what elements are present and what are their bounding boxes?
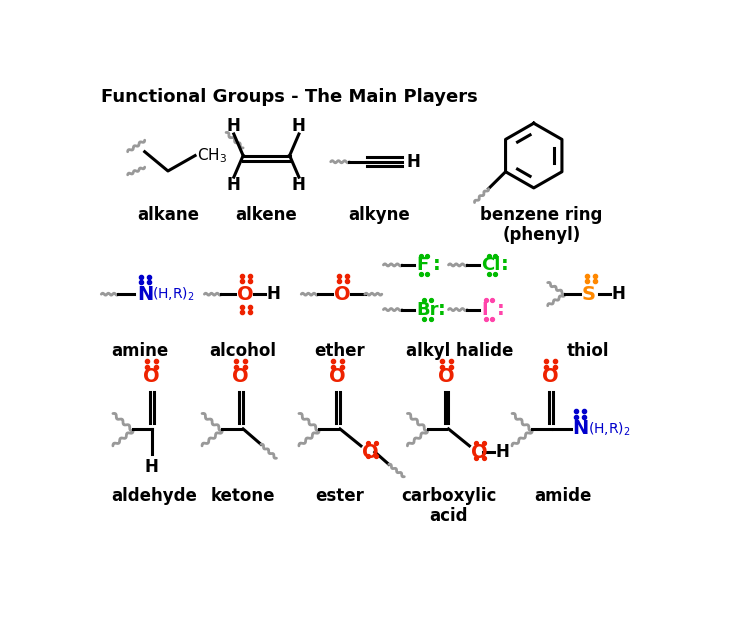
- Text: :: :: [433, 256, 441, 274]
- Text: H: H: [145, 458, 159, 476]
- Text: amide: amide: [534, 487, 592, 505]
- Text: H: H: [227, 176, 241, 194]
- Text: O: O: [362, 442, 379, 462]
- Text: ester: ester: [316, 487, 364, 505]
- Text: O: O: [144, 367, 160, 386]
- Text: O: O: [542, 367, 559, 386]
- Text: carboxylic
acid: carboxylic acid: [401, 487, 496, 526]
- Text: N: N: [137, 284, 153, 304]
- Text: O: O: [233, 367, 249, 386]
- Text: I: I: [481, 300, 488, 318]
- Text: alkyl halide: alkyl halide: [406, 342, 514, 360]
- Text: O: O: [471, 442, 487, 462]
- Text: S: S: [581, 284, 596, 304]
- Text: (H,R)$_2$: (H,R)$_2$: [152, 286, 195, 303]
- Text: :: :: [438, 300, 445, 319]
- Text: CH$_3$: CH$_3$: [197, 146, 227, 165]
- Text: H: H: [407, 153, 420, 171]
- Text: O: O: [334, 284, 350, 304]
- Text: F: F: [416, 256, 428, 274]
- Text: Br: Br: [416, 300, 439, 318]
- Text: (H,R)$_2$: (H,R)$_2$: [588, 421, 631, 438]
- Text: alkane: alkane: [137, 205, 199, 223]
- Text: thiol: thiol: [567, 342, 609, 360]
- Text: ketone: ketone: [211, 487, 275, 505]
- Text: H: H: [292, 176, 306, 194]
- Text: alkene: alkene: [236, 205, 297, 223]
- Text: :: :: [501, 256, 509, 274]
- Text: alcohol: alcohol: [210, 342, 277, 360]
- Text: O: O: [330, 367, 346, 386]
- Text: benzene ring
(phenyl): benzene ring (phenyl): [481, 205, 603, 245]
- Text: H: H: [612, 285, 625, 303]
- Text: ether: ether: [314, 342, 365, 360]
- Text: Functional Groups - The Main Players: Functional Groups - The Main Players: [102, 88, 478, 106]
- Text: amine: amine: [111, 342, 169, 360]
- Text: alkyne: alkyne: [348, 205, 410, 223]
- Text: H: H: [266, 285, 280, 303]
- Text: O: O: [237, 284, 253, 304]
- Text: aldehyde: aldehyde: [111, 487, 197, 505]
- Text: H: H: [292, 117, 306, 135]
- Text: Cl: Cl: [481, 256, 500, 274]
- Text: H: H: [496, 443, 509, 461]
- Text: O: O: [438, 367, 455, 386]
- Text: H: H: [227, 117, 241, 135]
- Text: :: :: [497, 300, 504, 319]
- Text: N: N: [573, 419, 589, 438]
